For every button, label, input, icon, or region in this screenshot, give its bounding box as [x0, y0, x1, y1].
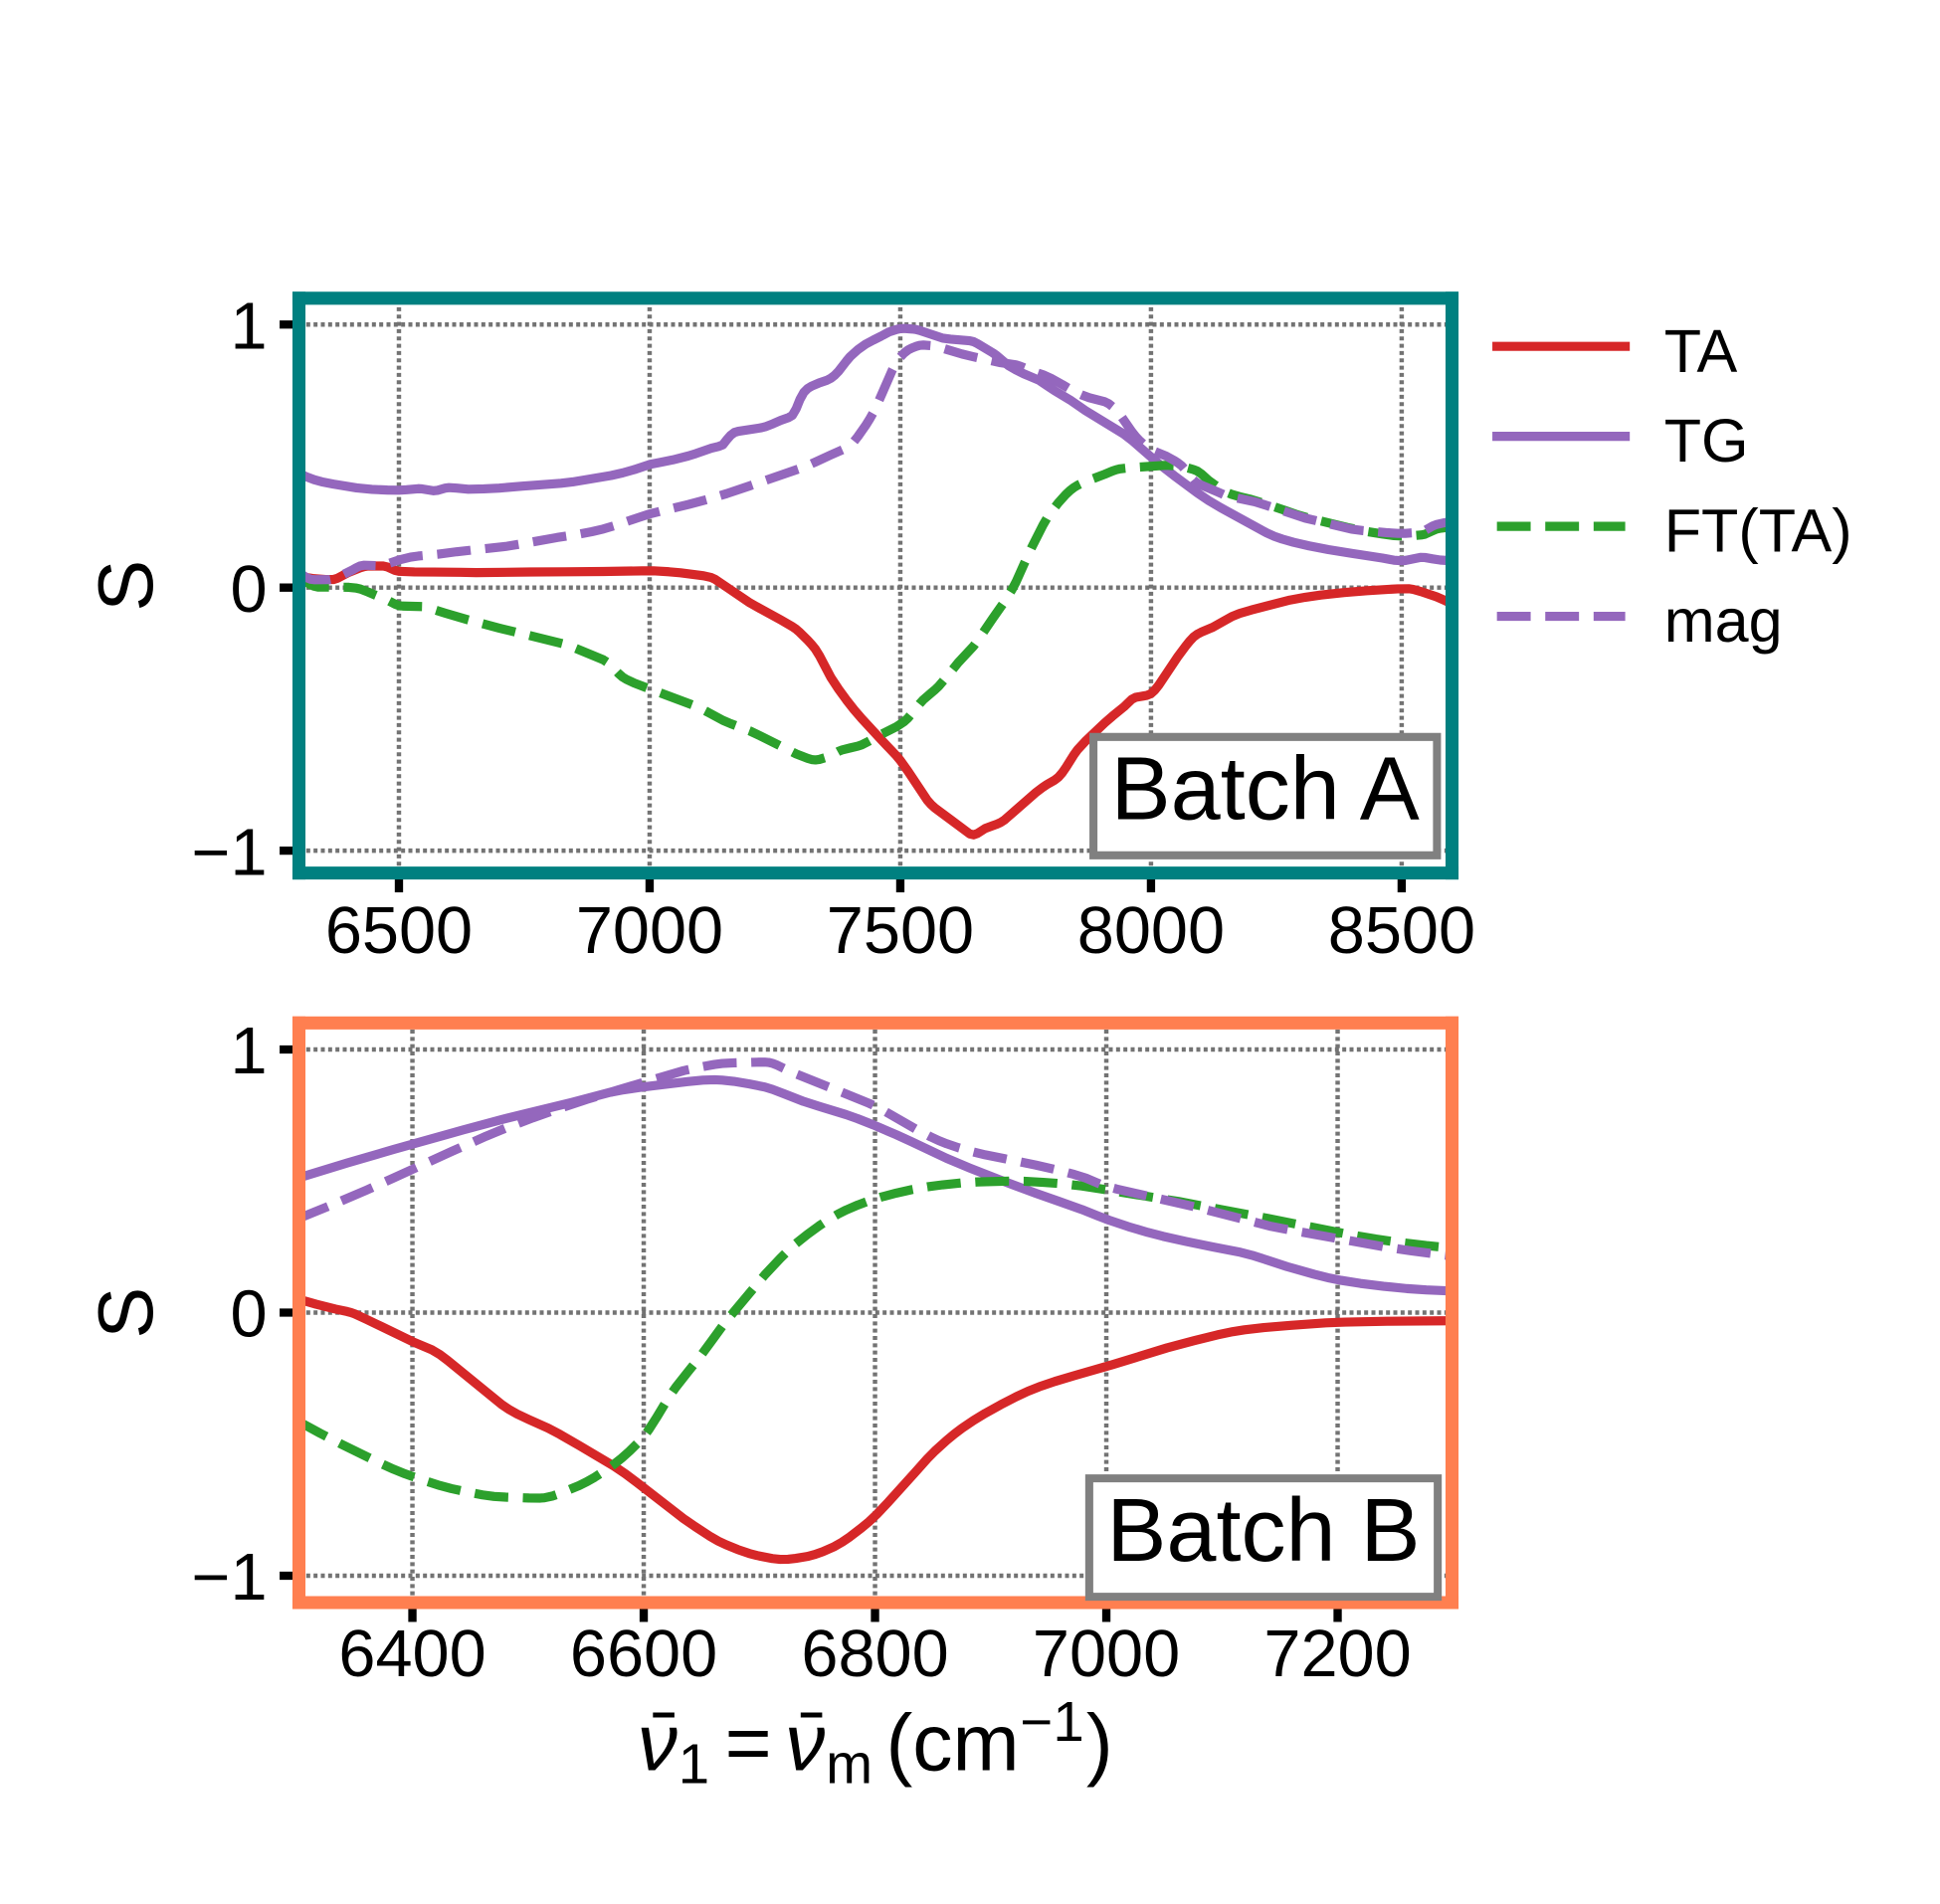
svg-text:0: 0	[230, 1278, 267, 1352]
svg-text:S: S	[84, 560, 169, 612]
svg-text:8500: 8500	[1328, 894, 1475, 968]
svg-text:7500: 7500	[827, 894, 974, 968]
svg-text:8000: 8000	[1077, 894, 1225, 968]
svg-text:7000: 7000	[576, 894, 723, 968]
svg-text:TG: TG	[1664, 407, 1749, 475]
svg-text:̄ = ̄ (: ̄ = ̄ ( c m ) ν ν 1 m − 1	[638, 1690, 1124, 1796]
svg-text:6600: 6600	[570, 1618, 717, 1691]
svg-text:mag: mag	[1664, 587, 1783, 655]
svg-text:S: S	[84, 1287, 169, 1339]
svg-text:6400: 6400	[338, 1618, 485, 1691]
svg-text:−1: −1	[192, 1541, 268, 1615]
svg-text:1: 1	[230, 289, 267, 363]
svg-text:−1: −1	[192, 816, 268, 889]
svg-text:7200: 7200	[1263, 1618, 1411, 1691]
svg-text:6800: 6800	[801, 1618, 948, 1691]
svg-text:Batch A: Batch A	[1111, 740, 1420, 840]
svg-text:1: 1	[230, 1015, 267, 1088]
svg-text:Batch B: Batch B	[1106, 1481, 1420, 1581]
svg-text:6500: 6500	[325, 894, 473, 968]
svg-text:0: 0	[230, 553, 267, 627]
svg-text:TA: TA	[1664, 317, 1738, 385]
svg-text:7000: 7000	[1033, 1618, 1180, 1691]
svg-text:FT(TA): FT(TA)	[1664, 497, 1852, 565]
